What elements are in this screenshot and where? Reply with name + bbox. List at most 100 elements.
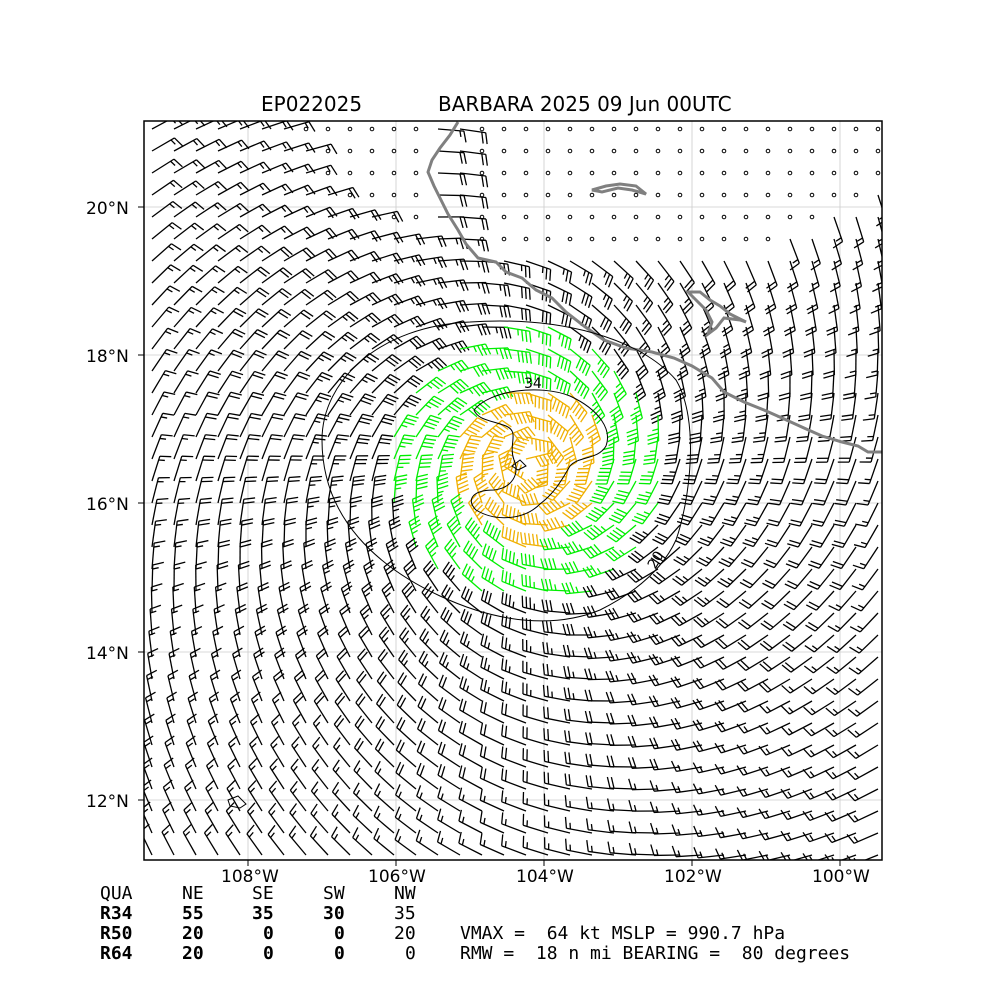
wind-barb xyxy=(305,371,333,394)
wind-barb xyxy=(785,546,813,569)
wind-barb xyxy=(261,434,283,460)
wind-barb xyxy=(652,524,681,545)
wind-barb xyxy=(688,414,703,444)
wind-barb xyxy=(195,159,228,174)
col-header-sw: SW xyxy=(323,883,345,904)
wind-barb xyxy=(627,735,659,748)
wind-barb xyxy=(827,612,857,633)
wind-barb xyxy=(205,779,219,812)
wind-barb xyxy=(355,693,373,724)
longitude-labels: 108°W 106°W 104°W 102°W 100°W xyxy=(221,867,870,887)
r64-se: 0 xyxy=(263,943,274,964)
wind-barb xyxy=(458,720,483,746)
wind-barb xyxy=(377,648,395,680)
lat-label-14N: 14°N xyxy=(86,644,129,664)
wind-barb xyxy=(543,837,571,856)
wind-barb xyxy=(283,142,316,153)
wind-barb xyxy=(841,392,857,421)
wind-barb xyxy=(783,590,813,611)
wind-barb xyxy=(151,264,181,284)
wind-barb xyxy=(437,128,467,143)
wind-barb xyxy=(283,226,316,240)
wind-barb xyxy=(270,713,285,746)
wind-barb xyxy=(825,700,857,717)
wind-barb xyxy=(314,669,329,702)
wind-barb xyxy=(626,589,659,603)
wind-barb xyxy=(217,391,242,416)
calm-marker xyxy=(501,170,507,176)
wind-barb xyxy=(652,370,666,403)
wind-barb xyxy=(305,434,327,460)
wind-barb xyxy=(419,628,439,658)
wind-barb xyxy=(230,669,242,702)
wind-barb xyxy=(473,471,489,504)
wind-barb xyxy=(354,715,373,746)
calm-marker xyxy=(347,148,353,154)
wind-barb xyxy=(673,546,703,566)
wind-barb xyxy=(654,502,681,526)
wind-barb xyxy=(320,581,332,614)
wind-barb xyxy=(294,647,307,680)
wind-barb xyxy=(606,734,637,746)
wind-barb xyxy=(788,502,813,527)
wind-barb xyxy=(217,202,249,218)
wind-barb xyxy=(234,603,247,636)
wind-barb xyxy=(458,743,483,768)
wind-barb xyxy=(440,607,461,636)
wind-barb xyxy=(151,327,179,350)
wind-barb xyxy=(189,647,201,680)
wind-barb xyxy=(566,480,593,504)
wind-barb xyxy=(501,636,527,658)
wind-barb xyxy=(373,805,395,834)
wind-barb xyxy=(379,604,395,636)
calm-marker xyxy=(809,148,815,154)
r50-ne: 20 xyxy=(182,923,204,944)
wind-barb xyxy=(436,472,449,504)
wind-barb xyxy=(151,222,182,240)
wind-barb xyxy=(622,436,637,466)
wind-barb xyxy=(151,540,166,570)
wind-barb xyxy=(692,762,725,774)
wind-barb xyxy=(522,813,549,834)
wind-barb xyxy=(542,641,571,658)
calm-marker xyxy=(875,148,881,154)
wind-barb xyxy=(736,828,769,840)
wind-barb xyxy=(736,700,769,713)
calm-marker xyxy=(413,148,419,154)
wind-barb xyxy=(585,818,615,834)
wind-barb xyxy=(438,697,461,724)
wind-barb xyxy=(701,260,716,293)
calm-marker xyxy=(721,170,727,176)
wind-barb xyxy=(261,141,294,152)
wind-barb xyxy=(736,744,769,755)
wind-barb xyxy=(566,414,585,446)
wind-barb xyxy=(204,801,219,834)
calm-marker xyxy=(633,126,639,132)
calm-marker xyxy=(589,214,595,220)
latitude-labels: 12°N 14°N 16°N 18°N 20°N xyxy=(86,199,129,812)
wind-barb xyxy=(371,454,390,482)
wind-barb xyxy=(305,310,336,328)
wind-barb xyxy=(229,691,241,724)
wind-barb xyxy=(742,524,769,548)
wind-barb xyxy=(585,502,615,523)
wind-barb xyxy=(802,810,835,822)
wind-barb xyxy=(184,779,197,812)
wind-barb xyxy=(460,608,483,636)
wind-barb xyxy=(173,391,198,416)
wind-contours xyxy=(321,320,691,622)
wind-barb xyxy=(824,810,857,822)
wind-barb xyxy=(217,476,236,504)
wind-barb xyxy=(721,502,747,527)
wind-barb xyxy=(855,502,879,527)
wind-barb xyxy=(151,137,184,152)
wind-barb xyxy=(609,392,624,425)
wind-barb xyxy=(349,332,381,350)
wind-barb xyxy=(670,738,703,751)
wind-barb xyxy=(327,455,347,482)
wind-barb xyxy=(768,480,791,506)
wind-barb xyxy=(394,784,417,812)
wind-barb xyxy=(151,121,184,130)
wind-barb xyxy=(291,736,307,768)
wind-barb xyxy=(605,670,637,683)
